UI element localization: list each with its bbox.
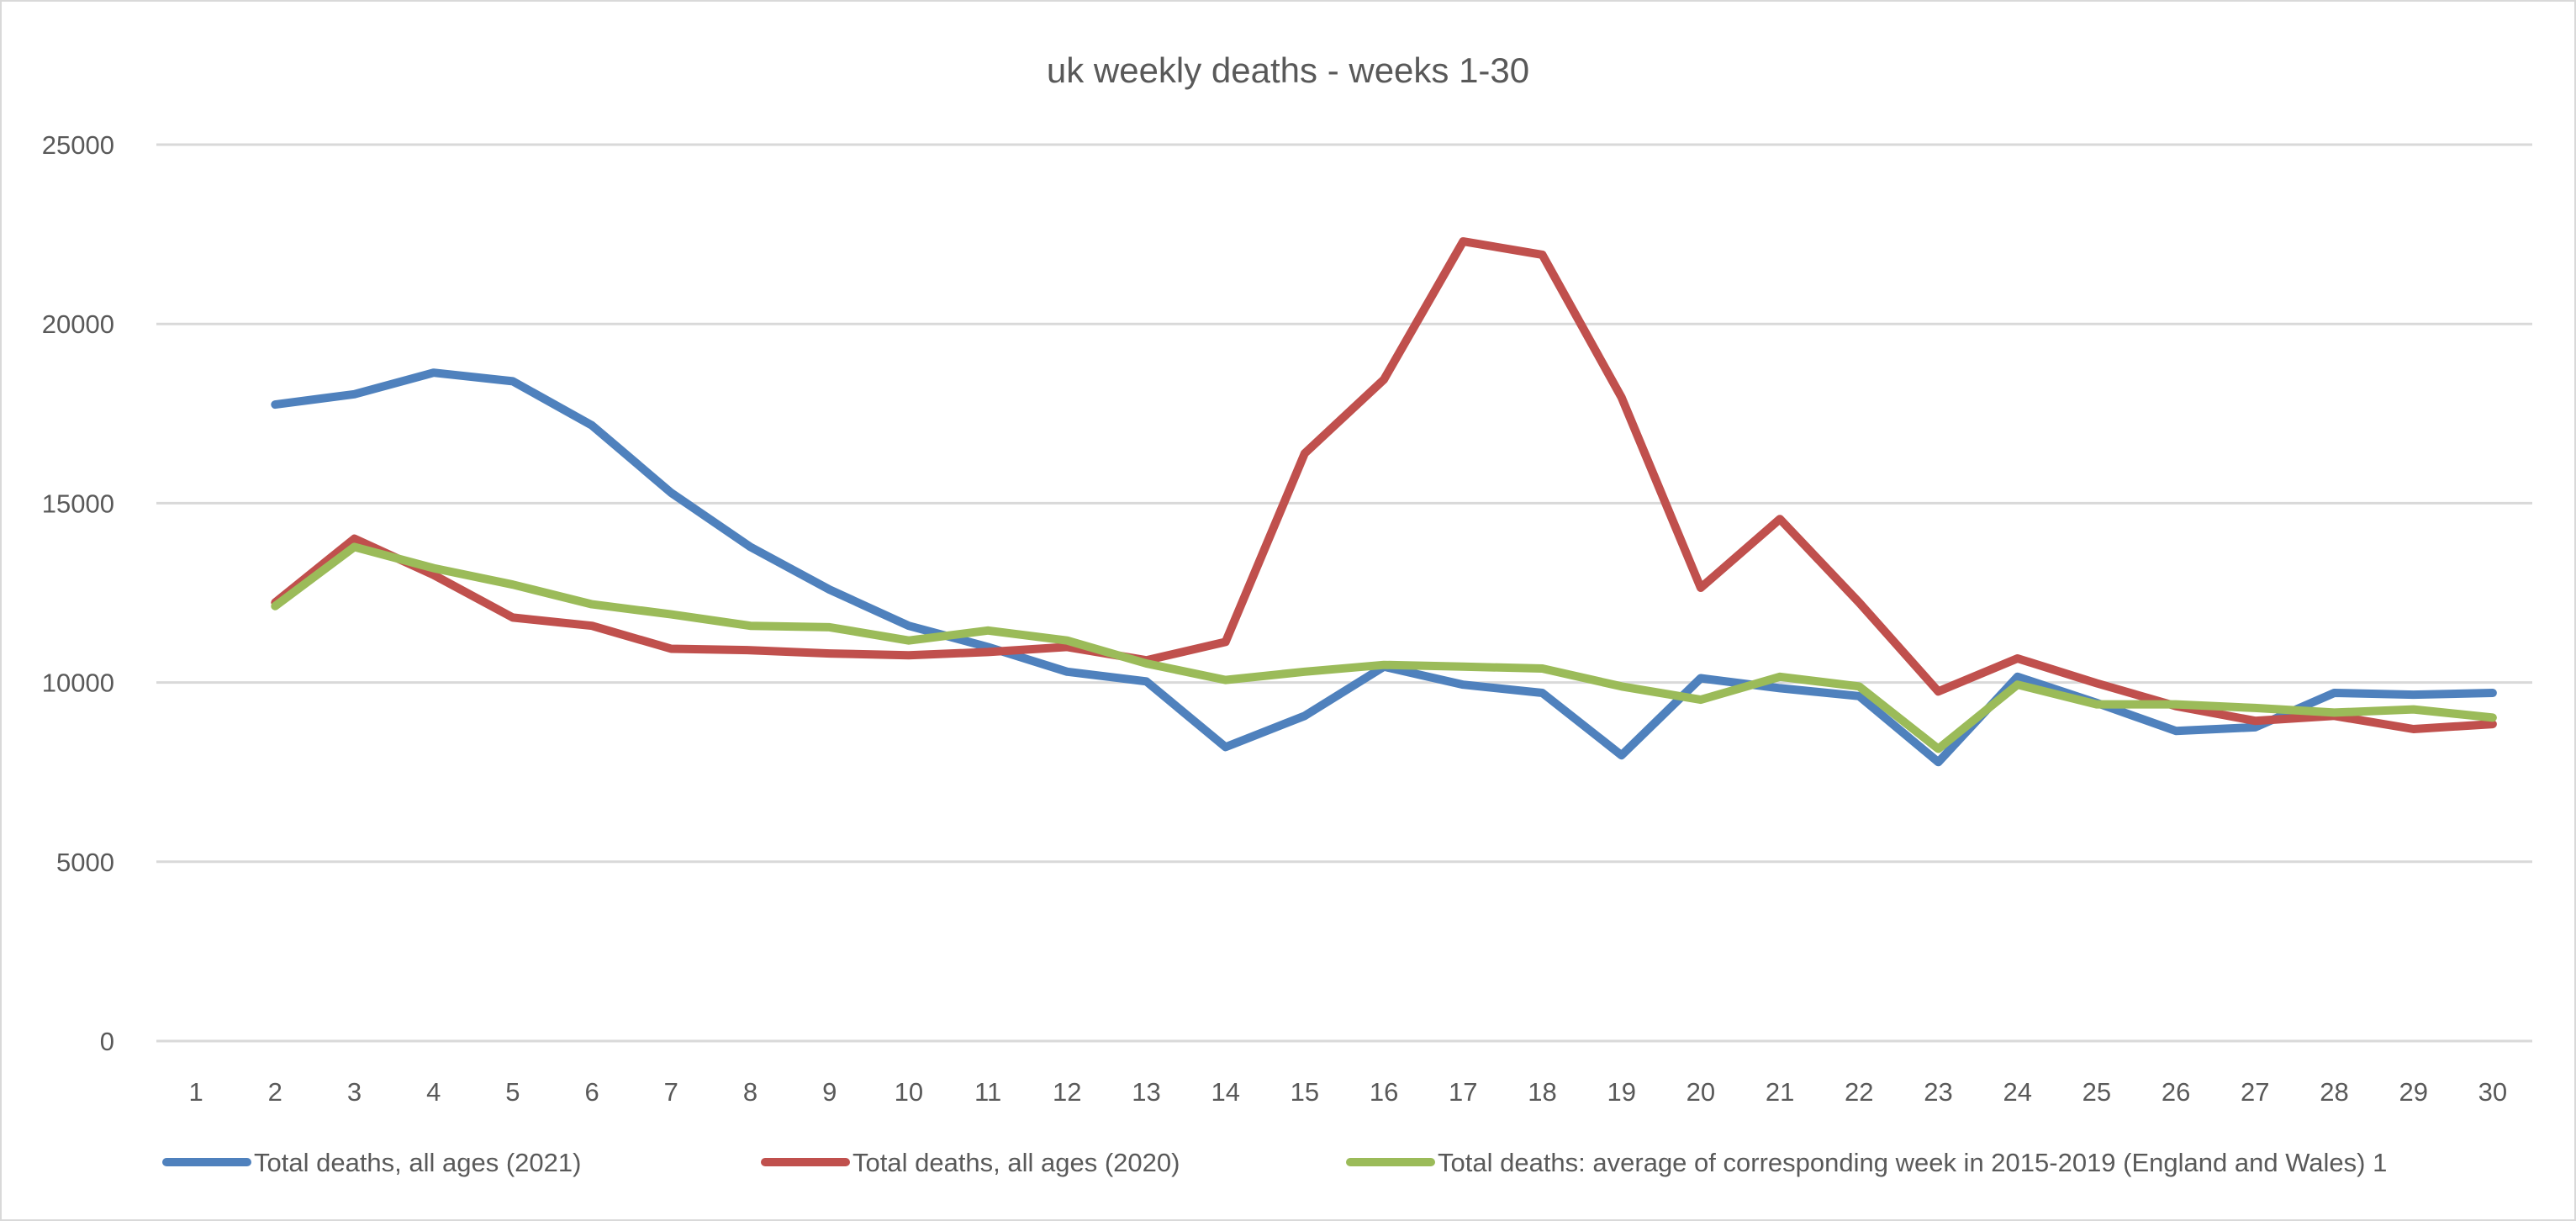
x-tick-label: 12	[1053, 1077, 1081, 1107]
gridlines	[156, 143, 2532, 1043]
y-tick-label: 10000	[42, 669, 114, 698]
legend: Total deaths, all ages (2021) Total death…	[162, 1148, 2387, 1177]
y-tick-label: 20000	[42, 309, 114, 339]
x-tick-label: 6	[584, 1077, 599, 1107]
chart-title: uk weekly deaths - weeks 1-30	[1047, 50, 1529, 90]
x-tick-label: 23	[1924, 1077, 1952, 1107]
x-tick-label: 26	[2162, 1077, 2190, 1107]
x-tick-label: 22	[1845, 1077, 1873, 1107]
x-tick-label: 2	[268, 1077, 282, 1107]
x-tick-label: 5	[505, 1077, 520, 1107]
x-tick-label: 4	[426, 1077, 441, 1107]
x-tick-label: 19	[1607, 1077, 1635, 1107]
legend-label: Total deaths: average of corresponding w…	[1438, 1148, 2387, 1177]
legend-item: Total deaths, all ages (2021)	[162, 1148, 581, 1177]
x-tick-label: 7	[664, 1077, 678, 1107]
y-tick-label: 0	[100, 1027, 114, 1056]
x-tick-label: 24	[2003, 1077, 2031, 1107]
x-tick-label: 30	[2478, 1077, 2507, 1107]
x-tick-label: 14	[1211, 1077, 1239, 1107]
series-line-2	[271, 237, 2497, 733]
x-tick-label: 15	[1291, 1077, 1319, 1107]
x-axis-ticks: 1 2 3 4 5 6 7 8 9 10 11 12 13 14 15 16 17 18 19 20 21 22 23 24 2…	[188, 1077, 2507, 1107]
x-tick-label: 11	[974, 1077, 1001, 1107]
y-tick-label: 5000	[56, 848, 114, 877]
x-tick-label: 27	[2241, 1077, 2269, 1107]
x-tick-label: 9	[822, 1077, 837, 1107]
legend-item: Total deaths, all ages (2020)	[761, 1148, 1180, 1177]
x-tick-label: 3	[347, 1077, 362, 1107]
x-tick-label: 25	[2082, 1077, 2111, 1107]
series-line-3	[271, 542, 2497, 753]
legend-label: Total deaths, all ages (2021)	[254, 1148, 581, 1177]
x-tick-label: 16	[1370, 1077, 1398, 1107]
series-lines	[271, 237, 2497, 767]
x-tick-label: 17	[1449, 1077, 1477, 1107]
y-axis-ticks: 0 5000 10000 15000 20000 25000	[42, 130, 114, 1056]
y-tick-label: 15000	[42, 489, 114, 518]
legend-item: Total deaths: average of corresponding w…	[1346, 1148, 2387, 1177]
y-tick-label: 25000	[42, 130, 114, 160]
x-tick-label: 28	[2320, 1077, 2348, 1107]
x-tick-label: 10	[895, 1077, 923, 1107]
x-tick-label: 20	[1687, 1077, 1715, 1107]
x-tick-label: 21	[1766, 1077, 1794, 1107]
x-tick-label: 18	[1528, 1077, 1556, 1107]
x-tick-label: 13	[1132, 1077, 1160, 1107]
x-tick-label: 8	[743, 1077, 757, 1107]
x-tick-label: 29	[2399, 1077, 2427, 1107]
legend-label: Total deaths, all ages (2020)	[853, 1148, 1180, 1177]
x-tick-label: 1	[188, 1077, 203, 1107]
